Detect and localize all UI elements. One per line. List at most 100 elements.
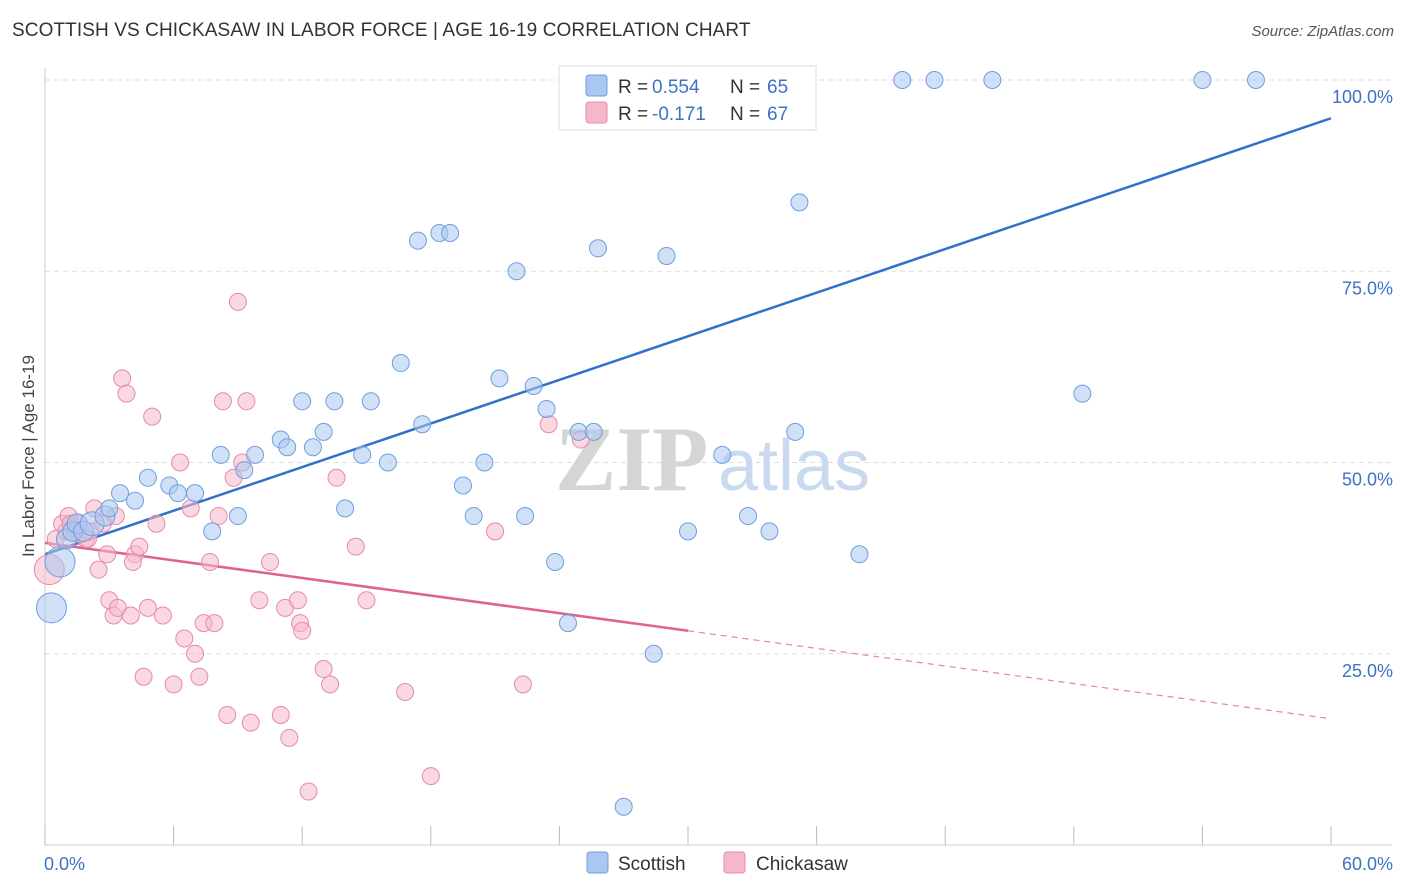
scottish-point — [303, 438, 322, 457]
scottish-point — [168, 484, 187, 503]
chickasaw-point — [186, 644, 205, 663]
scottish-point — [1193, 71, 1212, 89]
y-axis-label: In Labor Force | Age 16-19 — [19, 355, 38, 557]
chickasaw-point — [138, 598, 157, 617]
scottish-point — [516, 507, 535, 526]
scottish-point — [453, 476, 472, 495]
chickasaw-point — [314, 660, 333, 679]
bottom-legend-swatch-scottish — [586, 851, 609, 874]
x-tick-label: 0.0% — [44, 854, 85, 874]
scottish-point — [464, 507, 483, 526]
scottish-point — [126, 491, 145, 510]
bottom-legend-label-scottish: Scottish — [618, 854, 686, 875]
scottish-point — [100, 499, 119, 518]
tick-labels: 25.0% 50.0% 75.0% 100.0% 0.0% 60.0% — [44, 87, 1393, 874]
correlation-legend: R = 0.554 N = 65 R = -0.171 N = 67 — [558, 65, 817, 131]
chickasaw-point — [241, 713, 260, 732]
scottish-point — [790, 193, 809, 212]
scottish-point — [111, 484, 130, 503]
chickasaw-point — [171, 453, 190, 472]
scottish-point — [293, 392, 312, 411]
scottish-point — [893, 71, 912, 89]
legend-swatch-scottish — [585, 74, 608, 97]
chickasaw-point — [539, 415, 558, 434]
scottish-point — [235, 461, 254, 480]
chickasaw-point — [181, 499, 200, 518]
chickasaw-point — [205, 614, 224, 633]
scottish-point — [413, 415, 432, 434]
chickasaw-point — [201, 552, 220, 571]
scottish-point — [336, 499, 355, 518]
scottish-point — [378, 453, 397, 472]
scottish-point — [353, 445, 372, 464]
chickasaw-point — [147, 514, 166, 533]
y-tick-label: 100.0% — [1332, 87, 1393, 107]
source-credit: Source: ZipAtlas.com — [1251, 23, 1394, 40]
chickasaw-point — [327, 468, 346, 487]
chickasaw-point — [321, 675, 340, 694]
chickasaw-point — [357, 591, 376, 610]
bottom-legend-label-chickasaw: Chickasaw — [756, 854, 848, 875]
chickasaw-point — [288, 591, 307, 610]
chickasaw-point — [250, 591, 269, 610]
scottish-point — [361, 392, 380, 411]
scottish-points — [35, 71, 1265, 816]
chickasaw-point — [121, 606, 140, 625]
chickasaw-point — [237, 392, 256, 411]
scottish-point — [441, 224, 460, 242]
scottish-point — [391, 354, 410, 373]
chickasaw-point — [175, 629, 194, 648]
y-tick-label: 25.0% — [1342, 661, 1393, 681]
chickasaw-point — [190, 667, 209, 686]
chickasaw-point — [271, 705, 290, 724]
scottish-point — [475, 453, 494, 472]
scottish-point — [558, 614, 577, 633]
scottish-point — [786, 422, 805, 441]
chickasaw-point — [134, 667, 153, 686]
chickasaw-point — [218, 705, 237, 724]
legend-n-value-2: 67 — [767, 104, 788, 125]
chickasaw-point — [293, 621, 312, 640]
scottish-point — [314, 422, 333, 441]
chickasaw-point — [280, 728, 299, 747]
y-tick-label: 75.0% — [1342, 278, 1393, 298]
scottish-point — [925, 71, 944, 89]
scottish-point — [203, 522, 222, 541]
legend-r-label-2: R = — [618, 104, 648, 125]
chickasaw-point — [396, 683, 415, 701]
scottish-point — [246, 445, 265, 464]
legend-n-value-1: 65 — [767, 77, 788, 98]
trend-line-extension-chickasaw — [687, 630, 1332, 720]
scottish-point — [490, 369, 509, 388]
scottish-point — [739, 507, 758, 526]
chickasaw-point — [486, 522, 505, 541]
chickasaw-point — [164, 675, 183, 694]
scottish-point — [614, 797, 633, 816]
trend-line-chickasaw — [44, 541, 689, 633]
scottish-point — [537, 399, 556, 418]
chickasaw-point — [213, 392, 232, 411]
chickasaw-point — [113, 369, 132, 388]
scottish-point — [138, 468, 157, 487]
chickasaw-point — [130, 537, 149, 556]
chickasaw-point — [513, 675, 532, 694]
scottish-point — [644, 644, 663, 663]
legend-n-label-1: N = — [730, 77, 760, 98]
axes — [44, 68, 1392, 846]
chickasaw-point — [421, 767, 440, 786]
series-legend: Scottish Chickasaw — [586, 851, 848, 875]
chickasaw-point — [346, 537, 365, 556]
scottish-point — [44, 546, 76, 578]
scottish-point — [983, 71, 1002, 89]
scottish-point — [588, 239, 607, 258]
chickasaw-point — [153, 606, 172, 625]
legend-r-value-2: -0.171 — [652, 104, 706, 125]
scottish-point — [760, 522, 779, 541]
trend-lines — [44, 117, 1332, 720]
scottish-point — [1073, 384, 1092, 403]
scottish-point — [569, 422, 588, 441]
scottish-point — [408, 231, 427, 250]
bottom-legend-swatch-chickasaw — [723, 851, 746, 874]
chickasaw-point — [89, 560, 108, 579]
chickasaw-point — [98, 545, 117, 564]
